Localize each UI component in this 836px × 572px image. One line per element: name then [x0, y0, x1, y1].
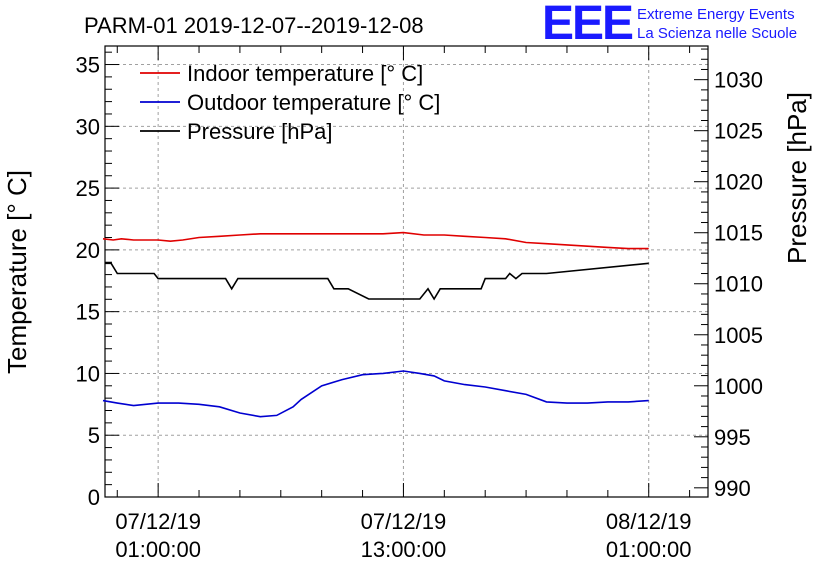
grid	[105, 46, 708, 497]
x-tick-date: 07/12/19	[115, 509, 201, 534]
x-tick-time: 01:00:00	[606, 537, 692, 562]
x-tick-time: 01:00:00	[115, 537, 201, 562]
chart-title: PARM-01 2019-12-07--2019-12-08	[84, 13, 424, 38]
y-tick-label: 5	[88, 423, 100, 448]
series-lines	[102, 231, 649, 418]
y-tick-label: 0	[88, 485, 100, 510]
x-tick-time: 13:00:00	[361, 537, 447, 562]
y-right-tick-label: 995	[714, 425, 751, 450]
y-right-tick-label: 1025	[714, 119, 763, 144]
left-axis-tick-labels: 0 5 10 15 20 25 30 35	[76, 53, 100, 510]
plot-frame	[104, 45, 709, 498]
x-tick-date: 07/12/19	[361, 509, 447, 534]
right-axis-tick-labels: 990 995 1000 1005 1010 1015 1020 1025 1030	[714, 68, 763, 501]
logo-line-2: La Scienza nelle Scuole	[637, 25, 797, 42]
y-axis-right-label: Pressure [hPa]	[782, 92, 812, 264]
logo-letters: EEE	[542, 0, 633, 50]
x-axis-tick-labels: 07/12/19 01:00:00 07/12/19 13:00:00 08/12/19…	[115, 509, 691, 562]
y-axis-label: Temperature [° C]	[2, 170, 32, 374]
x-tick-date: 08/12/19	[606, 509, 692, 534]
y-right-tick-label: 1000	[714, 374, 763, 399]
y-tick-label: 35	[76, 53, 100, 78]
logo-line-1: Extreme Energy Events	[637, 6, 795, 23]
y-tick-label: 20	[76, 238, 100, 263]
series-line-1	[102, 231, 649, 250]
y-tick-label: 30	[76, 114, 100, 139]
y-right-tick-label: 1030	[714, 68, 763, 93]
y-right-tick-label: 990	[714, 476, 751, 501]
legend-label: Outdoor temperature [° C]	[187, 90, 440, 115]
series-line-2	[102, 370, 649, 418]
axis-ticks	[105, 46, 708, 498]
y-tick-label: 25	[76, 176, 100, 201]
y-right-tick-label: 1005	[714, 323, 763, 348]
legend-label: Indoor temperature [° C]	[187, 61, 423, 86]
y-right-tick-label: 1010	[714, 272, 763, 297]
y-tick-label: 15	[76, 300, 100, 325]
legend-label: Pressure [hPa]	[187, 119, 333, 144]
y-right-tick-label: 1015	[714, 221, 763, 246]
eee-logo: EEE Extreme Energy Events La Scienza nel…	[542, 0, 797, 50]
y-right-tick-label: 1020	[714, 170, 763, 195]
series-line-3	[105, 262, 649, 301]
y-tick-label: 10	[76, 361, 100, 386]
legend: Indoor temperature [° C] Outdoor temperat…	[140, 61, 440, 144]
